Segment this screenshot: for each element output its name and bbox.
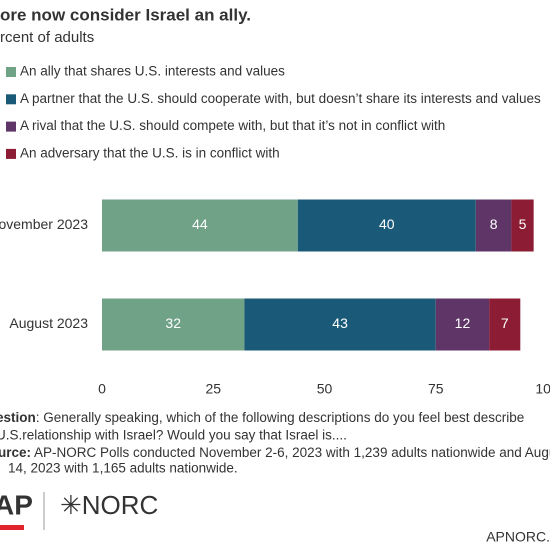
x-tick-label: 50 bbox=[317, 381, 333, 397]
chart-title: ore now consider Israel an ally. bbox=[0, 5, 251, 24]
ap-logo-bar bbox=[0, 525, 24, 530]
bar-segment bbox=[511, 199, 534, 252]
legend-swatch bbox=[6, 121, 16, 132]
value-label: 5 bbox=[519, 216, 527, 232]
question-note: estion: Generally speaking, which of the… bbox=[0, 410, 524, 425]
legend-label: An adversary that the U.S. is in conflic… bbox=[20, 145, 280, 160]
value-label: 40 bbox=[379, 216, 395, 232]
bar-segment bbox=[489, 298, 521, 351]
legend-swatch bbox=[6, 94, 16, 105]
question-text: U.S.relationship with Israel? Would you … bbox=[0, 428, 347, 443]
question-text: : Generally speaking, which of the follo… bbox=[36, 410, 525, 425]
legend-swatch bbox=[6, 148, 16, 159]
legend-label: A rival that the U.S. should compete wit… bbox=[20, 118, 445, 133]
value-label: 12 bbox=[455, 315, 471, 331]
chart-subtitle: rcent of adults bbox=[0, 29, 94, 46]
y-tick-label: ovember 2023 bbox=[0, 216, 88, 232]
value-label: 43 bbox=[332, 315, 348, 331]
x-tick-label: 75 bbox=[428, 381, 444, 397]
question-label: estion bbox=[0, 410, 36, 425]
legend-swatch bbox=[6, 67, 16, 77]
x-tick-label: 25 bbox=[205, 381, 221, 397]
bar-segment bbox=[297, 199, 476, 252]
bar-segment bbox=[102, 199, 298, 252]
bar-segment bbox=[475, 199, 512, 252]
x-tick-label: 100 bbox=[535, 381, 550, 397]
bar-segment bbox=[435, 298, 490, 351]
source-label: urce: bbox=[0, 445, 31, 460]
source-note: urce: AP-NORC Polls conducted November 2… bbox=[0, 445, 550, 460]
legend-label: A partner that the U.S. should cooperate… bbox=[20, 91, 541, 106]
source-text: AP-NORC Polls conducted November 2-6, 20… bbox=[31, 445, 550, 460]
ap-logo: AP bbox=[0, 489, 33, 520]
value-label: 32 bbox=[165, 315, 181, 331]
value-label: 44 bbox=[192, 216, 208, 232]
source-text: 14, 2023 with 1,165 adults nationwide. bbox=[8, 461, 238, 476]
x-tick-label: 0 bbox=[98, 381, 106, 397]
legend-label: An ally that shares U.S. interests and v… bbox=[20, 64, 285, 79]
norc-logo: ✳NORC bbox=[60, 490, 158, 520]
bar-segment bbox=[102, 298, 245, 351]
y-tick-label: August 2023 bbox=[9, 315, 88, 331]
bar-segment bbox=[244, 298, 436, 351]
value-label: 7 bbox=[501, 315, 509, 331]
site-label: APNORC. bbox=[486, 529, 550, 545]
value-label: 8 bbox=[490, 216, 498, 232]
